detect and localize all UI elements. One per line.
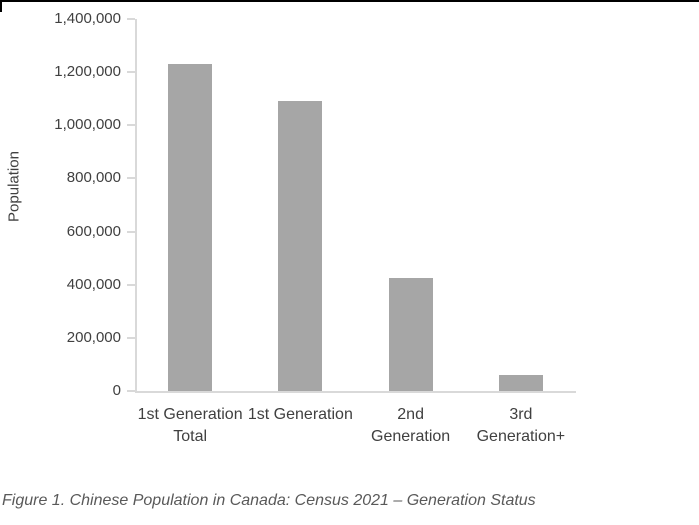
y-tick-mark (127, 390, 135, 392)
x-tick-label: 1st Generation (247, 406, 353, 423)
x-tick-label: 1st Generation Total (137, 406, 243, 445)
figure-caption: Figure 1. Chinese Population in Canada: … (2, 492, 536, 509)
screenshot-left-border-notch (0, 0, 2, 12)
y-tick-label: 1,000,000 (54, 116, 121, 134)
y-tick-mark (127, 71, 135, 74)
y-tick-label: 800,000 (66, 169, 121, 187)
bar-3rd-generation (498, 375, 543, 391)
y-tick-mark (127, 336, 135, 339)
y-tick-label: 1,200,000 (54, 63, 121, 81)
y-tick-label: 400,000 (66, 275, 121, 293)
x-tick-label: 2nd Generation (371, 406, 451, 445)
y-tick-mark (127, 124, 135, 127)
y-tick-label: 0 (112, 382, 121, 399)
screenshot-top-border (0, 0, 699, 2)
y-tick-label: 600,000 (66, 222, 121, 240)
y-tick-mark (127, 18, 135, 20)
y-tick-mark (127, 177, 135, 180)
x-axis-line (135, 391, 576, 393)
bar-2nd-generation (388, 278, 433, 391)
bar-1st-generation-total (168, 64, 213, 391)
y-tick-mark (127, 283, 135, 286)
y-tick-label: 200,000 (66, 328, 121, 346)
y-tick-label: 1,400,000 (54, 10, 121, 27)
y-tick-mark (127, 230, 135, 233)
x-tick-label: 3rd Generation+ (476, 406, 566, 445)
bar-1st-generation (278, 101, 323, 391)
y-axis-line (135, 19, 137, 391)
